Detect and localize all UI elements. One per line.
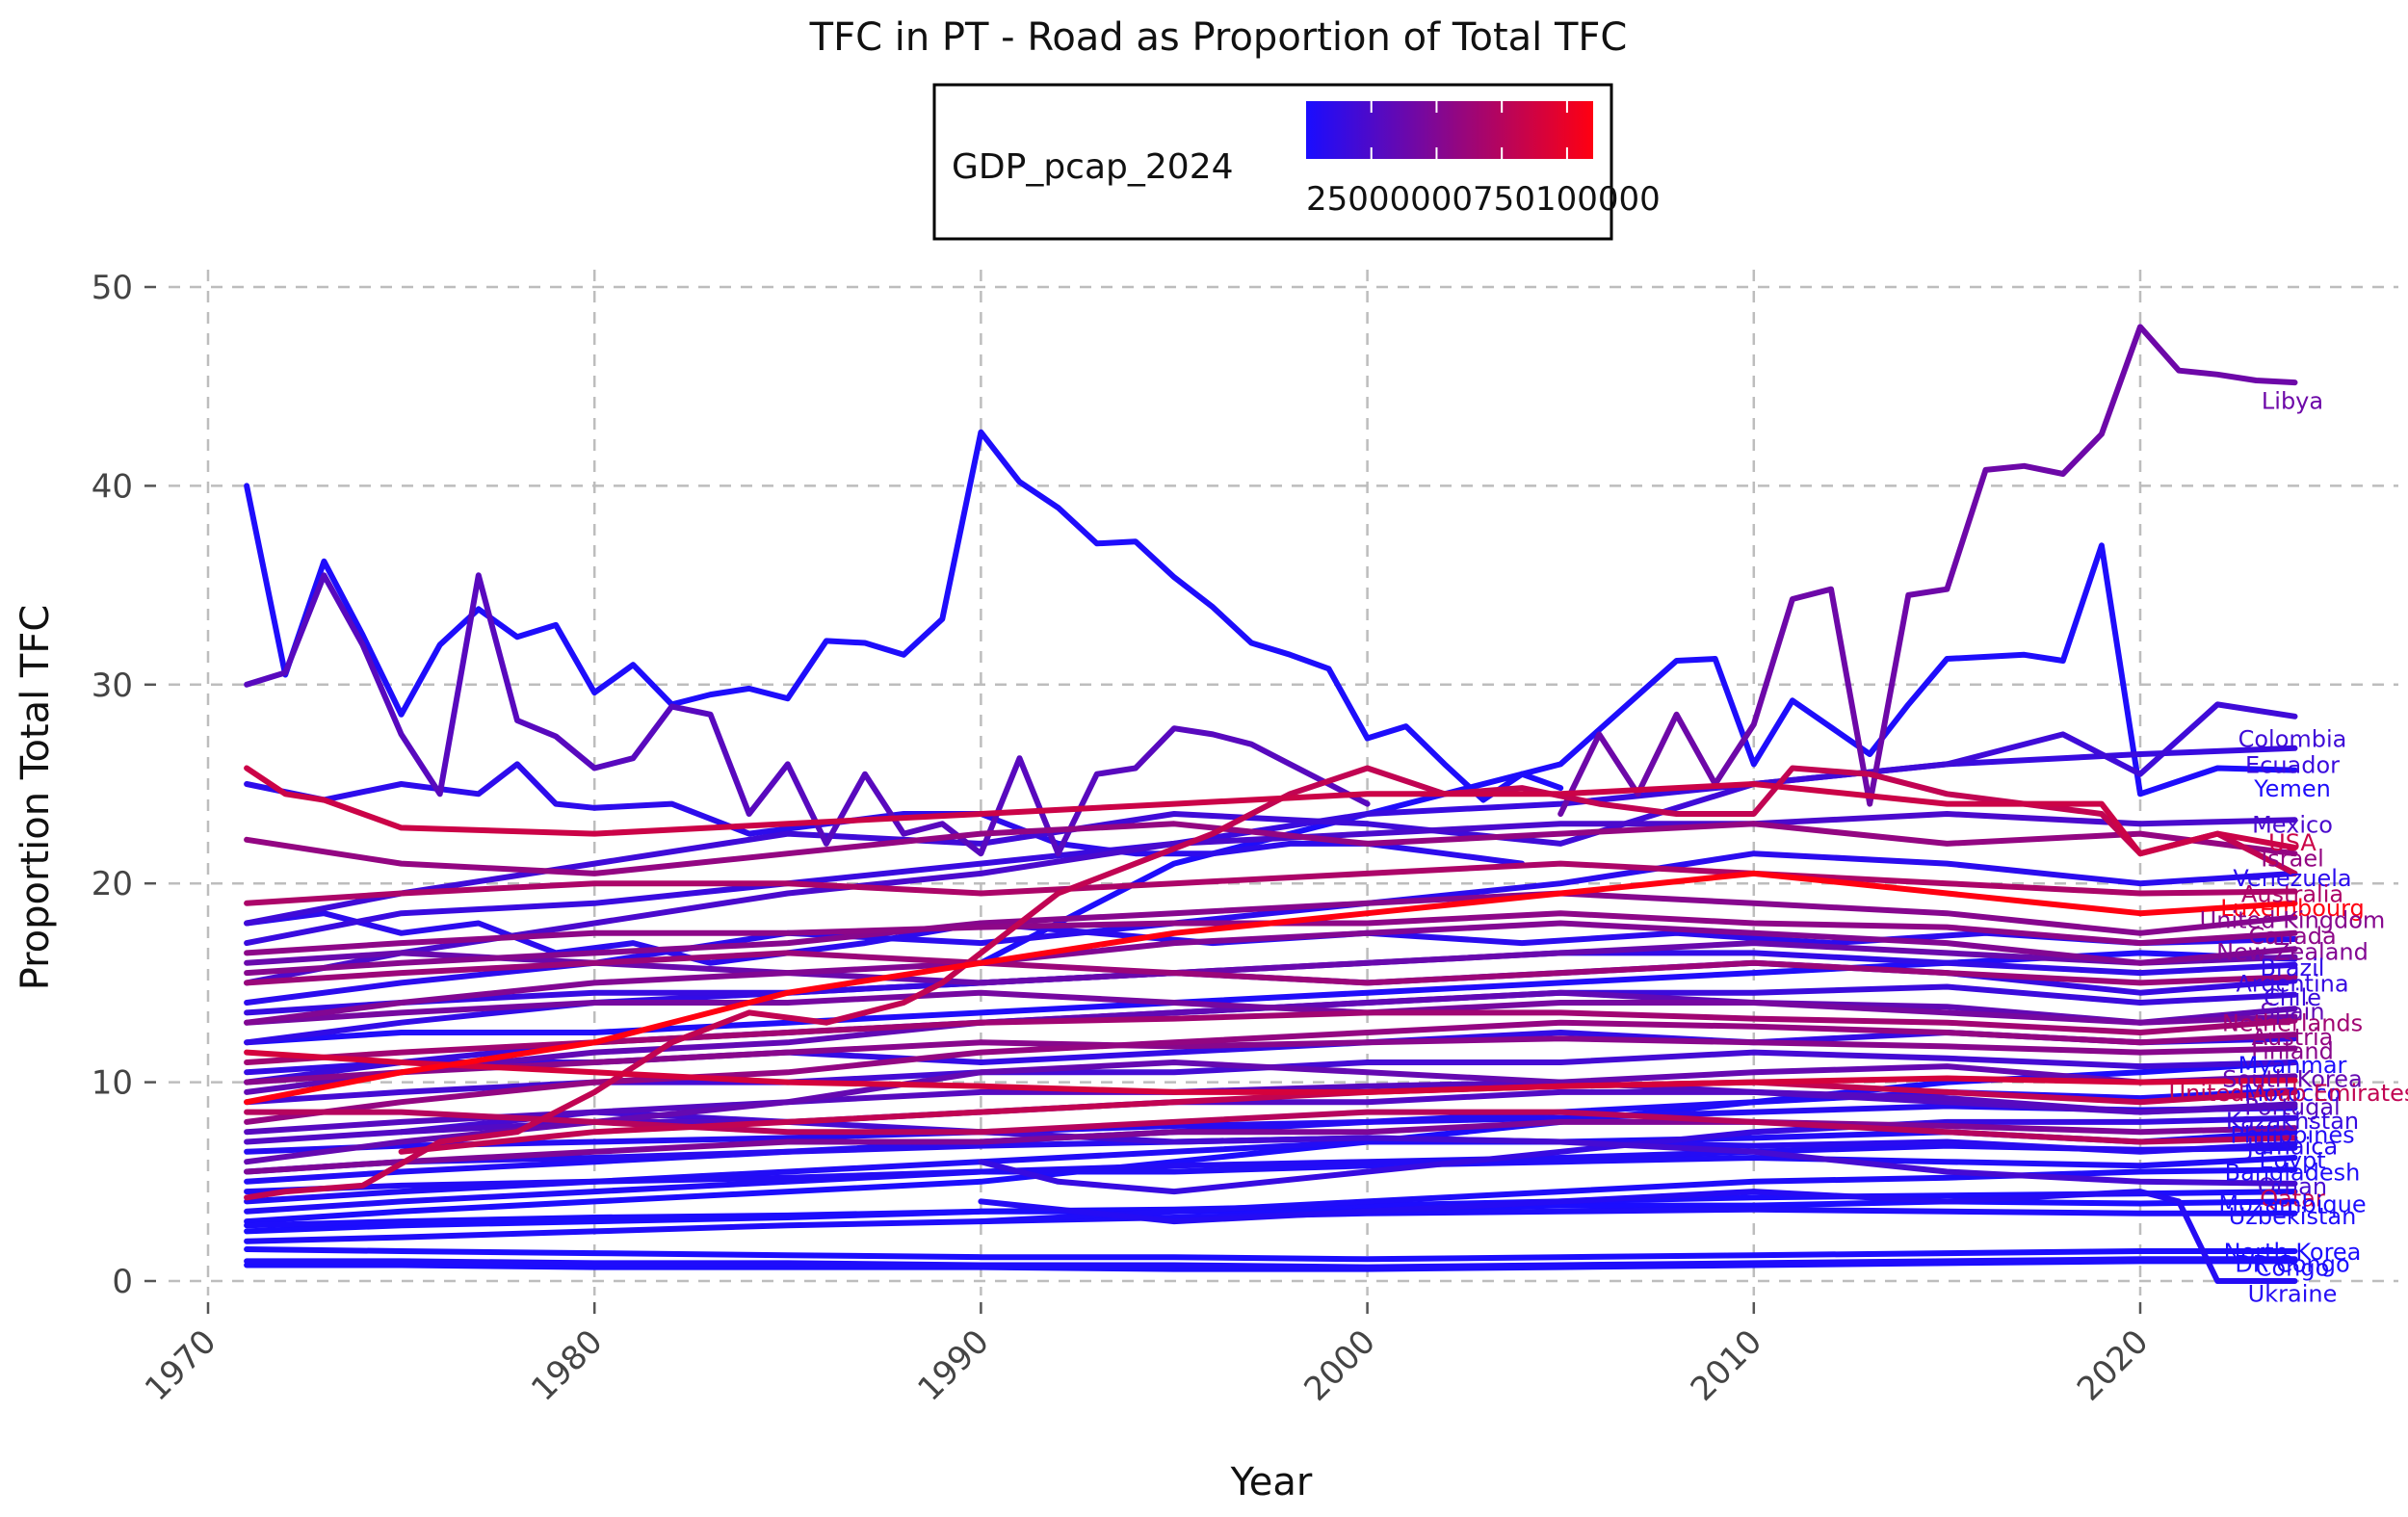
series-line <box>244 890 2298 977</box>
series-line <box>244 1155 2298 1215</box>
series-line <box>244 950 2298 986</box>
series-line <box>244 1009 2298 1065</box>
series-end-label: USA <box>2268 829 2316 856</box>
series-line <box>244 745 2298 947</box>
y-tick-label: 10 <box>92 1064 133 1103</box>
x-axis-title: Year <box>1230 1460 1313 1504</box>
legend-title: GDP_pcap_2024 <box>952 147 1234 187</box>
y-tick-label: 30 <box>92 667 133 705</box>
series-end-label: DR Congo <box>2235 1250 2349 1277</box>
y-axis-title: Proportion Total TFC <box>13 605 58 991</box>
series-line <box>978 1206 2298 1225</box>
series-line <box>244 429 1564 803</box>
series-end-label: Ecuador <box>2245 751 2340 778</box>
series-line <box>244 940 2298 986</box>
series-end-label: Philippines <box>2230 1121 2354 1148</box>
series-line <box>398 1109 2298 1187</box>
series-end-label: New Zealand <box>2216 938 2369 965</box>
series-line <box>244 920 2298 1026</box>
series-line <box>978 1189 2298 1284</box>
series-end-label: Uzbekistan <box>2229 1203 2357 1230</box>
series-end-label: Bangladesh <box>2225 1159 2361 1186</box>
x-tick-label: 2000 <box>1296 1322 1382 1408</box>
series-line <box>244 870 2298 1106</box>
series-end-label: Chile <box>2264 984 2321 1011</box>
series-end-label: Ukraine <box>2248 1280 2338 1307</box>
series-end-label: Kazakhstan <box>2226 1108 2359 1135</box>
legend: GDP_pcap_2024 25000000750100000 <box>932 83 1661 241</box>
series-line <box>244 1019 2298 1125</box>
series-end-label: United Arab Emirates <box>2169 1080 2408 1107</box>
series-line <box>978 1114 2298 1195</box>
series-line <box>244 765 2298 1201</box>
y-tick-label: 40 <box>92 467 133 506</box>
series-line <box>244 572 1371 857</box>
series-line <box>244 1118 2298 1175</box>
x-tick-label: 1970 <box>138 1322 223 1408</box>
y-tick-label: 20 <box>92 865 133 903</box>
series-end-label: Colombia <box>2238 726 2347 753</box>
series-end-label: North Korea <box>2224 1239 2362 1266</box>
series-line <box>1557 324 2298 817</box>
series-end-label: Luxembourg <box>2220 895 2365 922</box>
series-end-label: Portugal <box>2244 1093 2340 1120</box>
series-end-label: Brazil <box>2261 955 2325 981</box>
series-line <box>244 1109 2298 1145</box>
series-line <box>244 701 2298 927</box>
series-line <box>244 1246 2298 1263</box>
x-tick-label: 2010 <box>1684 1322 1769 1408</box>
series-end-label: Australia <box>2241 881 2343 908</box>
series-end-label: South Korea <box>2222 1065 2362 1092</box>
chart-title: TFC in PT - Road as Proportion of Total … <box>809 15 1628 60</box>
series-end-label: Netherlands <box>2222 1010 2363 1037</box>
series-end-label: Libya <box>2262 388 2323 415</box>
series-end-label: Congo <box>2256 1255 2330 1282</box>
series-end-label: Jamaica <box>2245 1134 2338 1161</box>
series-line <box>244 950 2298 1046</box>
series-lines <box>244 324 2298 1284</box>
series-end-label: Austria <box>2252 1024 2334 1051</box>
x-tick-label: 2020 <box>2070 1322 2156 1408</box>
series-line <box>244 1166 2298 1244</box>
series-end-label: Canada <box>2248 923 2336 950</box>
series-end-label: Oman <box>2258 1173 2327 1200</box>
series-end-label: Finland <box>2251 1038 2334 1065</box>
series-end-label: Yemen <box>2253 775 2331 802</box>
series-end-label: Mexico <box>2252 811 2333 838</box>
series-line <box>244 1079 2298 1136</box>
x-tick-label: 1990 <box>910 1322 996 1408</box>
series-line <box>244 1035 2298 1085</box>
series-line <box>244 1256 2298 1270</box>
legend-tick-labels: 25000000750100000 <box>1306 180 1661 219</box>
legend-colorbar <box>1306 101 1593 159</box>
series-end-label: Argentina <box>2236 970 2348 997</box>
series-line <box>244 811 2298 986</box>
series-line <box>244 1059 2298 1165</box>
series-line <box>244 1049 2298 1095</box>
series-end-label: Venezuela <box>2233 865 2351 892</box>
series-line <box>244 1142 2298 1195</box>
series-line <box>244 860 2298 906</box>
series-end-label: Mozambique <box>2218 1191 2366 1218</box>
series-end-label: Egypt <box>2259 1147 2325 1174</box>
series-line <box>244 989 2298 1026</box>
legend-colorbar-ticks <box>1370 101 1568 159</box>
series-line <box>244 765 2298 857</box>
series-line <box>244 821 2298 876</box>
series-end-label: Morocco <box>2244 1080 2342 1107</box>
series-end-label: United Kingdom <box>2200 906 2386 933</box>
y-tick-label: 50 <box>92 269 133 307</box>
y-tick-label: 0 <box>112 1263 133 1301</box>
series-end-label: Myanmar <box>2238 1052 2347 1079</box>
series-end-label: Qatar <box>2260 1185 2325 1212</box>
series-end-label: Spain <box>2260 998 2324 1025</box>
series-line <box>244 1103 2298 1155</box>
x-tick-label: 1980 <box>524 1322 610 1408</box>
series-end-label: Israel <box>2261 845 2324 872</box>
